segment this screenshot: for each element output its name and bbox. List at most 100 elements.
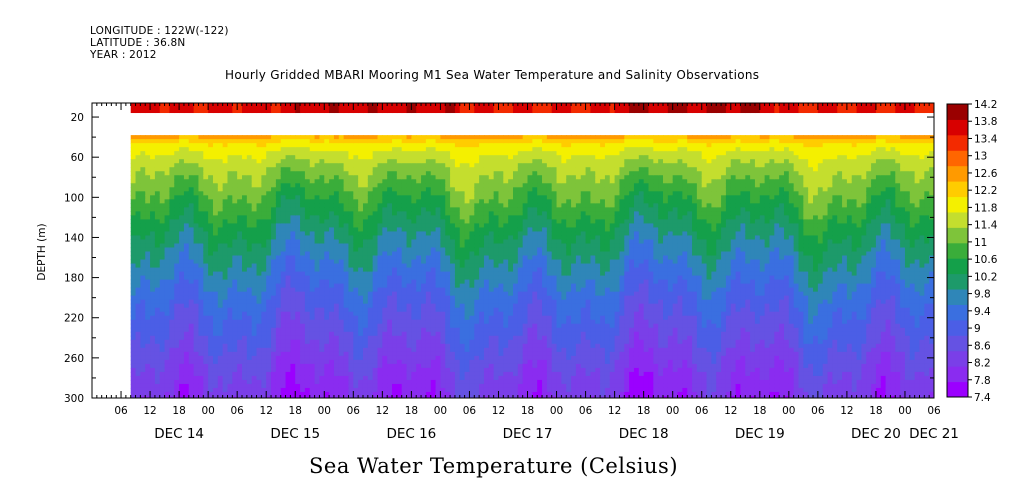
heatmap-cell	[401, 275, 408, 281]
heatmap-cell	[198, 259, 204, 265]
surface-cell	[159, 103, 166, 114]
heatmap-cell	[392, 291, 398, 297]
heatmap-cell	[309, 271, 316, 277]
heatmap-cell	[295, 323, 301, 329]
heatmap-cell	[338, 315, 345, 321]
heatmap-cell	[266, 287, 272, 293]
heatmap-cell	[377, 391, 383, 397]
heatmap-cell	[309, 135, 316, 140]
heatmap-cell	[212, 351, 219, 357]
heatmap-cell	[421, 203, 427, 208]
heatmap-cell	[242, 147, 248, 152]
heatmap-cell	[372, 247, 379, 253]
heatmap-cell	[251, 207, 258, 212]
heatmap-cell	[343, 359, 350, 365]
heatmap-cell	[348, 355, 354, 361]
heatmap-cell	[440, 135, 446, 140]
heatmap-cell	[358, 291, 364, 297]
heatmap-cell	[479, 163, 485, 168]
heatmap-cell	[353, 151, 359, 156]
heatmap-cell	[304, 347, 311, 353]
heatmap-cell	[338, 263, 345, 269]
heatmap-cell	[300, 295, 306, 301]
heatmap-cell	[435, 255, 442, 261]
heatmap-cell	[150, 263, 156, 269]
heatmap-cell	[212, 139, 219, 144]
heatmap-cell	[183, 239, 190, 245]
heatmap-cell	[372, 179, 379, 184]
heatmap-cell	[246, 379, 253, 385]
heatmap-cell	[314, 283, 321, 289]
heatmap-cell	[319, 175, 325, 180]
heatmap-cell	[266, 187, 272, 192]
heatmap-cell	[324, 187, 330, 192]
heatmap-cell	[174, 323, 180, 329]
surface-cell	[503, 103, 509, 114]
heatmap-cell	[275, 247, 282, 253]
heatmap-cell	[232, 135, 238, 140]
heatmap-cell	[377, 259, 383, 265]
heatmap-cell	[319, 303, 325, 309]
heatmap-cell	[474, 243, 480, 249]
heatmap-cell	[135, 251, 141, 257]
heatmap-cell	[450, 211, 456, 216]
heatmap-cell	[130, 319, 137, 325]
heatmap-cell	[130, 327, 137, 333]
heatmap-cell	[169, 267, 175, 273]
heatmap-cell	[479, 167, 485, 172]
heatmap-cell	[159, 339, 166, 345]
heatmap-cell	[392, 371, 398, 377]
heatmap-cell	[464, 251, 471, 257]
heatmap-cell	[450, 371, 456, 377]
heatmap-cell	[227, 335, 233, 341]
heatmap-cell	[198, 367, 204, 373]
heatmap-cell	[440, 367, 446, 373]
heatmap-cell	[396, 267, 403, 273]
heatmap-cell	[130, 343, 137, 349]
heatmap-cell	[440, 283, 446, 289]
heatmap-cell	[174, 167, 180, 172]
heatmap-cell	[353, 159, 359, 164]
heatmap-cell	[179, 135, 185, 140]
heatmap-cell	[135, 263, 141, 269]
heatmap-cell	[179, 263, 185, 269]
heatmap-cell	[145, 247, 151, 253]
heatmap-cell	[440, 387, 446, 393]
heatmap-cell	[343, 311, 350, 317]
surface-cell	[672, 103, 679, 114]
heatmap-cell	[450, 147, 456, 152]
heatmap-cell	[416, 227, 422, 233]
heatmap-cell	[469, 171, 475, 176]
heatmap-cell	[309, 335, 316, 341]
heatmap-cell	[329, 315, 335, 321]
heatmap-cell	[232, 307, 238, 313]
heatmap-cell	[275, 179, 282, 184]
heatmap-cell	[392, 363, 398, 369]
heatmap-cell	[416, 335, 422, 341]
heatmap-cell	[377, 147, 383, 152]
heatmap-cell	[261, 367, 267, 373]
heatmap-cell	[416, 371, 422, 377]
heatmap-cell	[290, 179, 296, 184]
heatmap-cell	[367, 267, 374, 273]
heatmap-cell	[358, 395, 364, 398]
heatmap-cell	[358, 183, 364, 188]
heatmap-cell	[377, 299, 383, 305]
heatmap-cell	[246, 247, 253, 253]
heatmap-cell	[401, 207, 408, 212]
heatmap-cell	[154, 179, 161, 184]
heatmap-cell	[314, 215, 321, 220]
heatmap-cell	[377, 351, 383, 357]
heatmap-cell	[358, 307, 364, 313]
heatmap-cell	[348, 175, 354, 180]
heatmap-cell	[353, 163, 359, 168]
heatmap-cell	[396, 307, 403, 313]
heatmap-cell	[329, 371, 335, 377]
heatmap-cell	[193, 315, 200, 321]
heatmap-cell	[421, 283, 427, 289]
heatmap-cell	[222, 331, 229, 337]
heatmap-cell	[396, 279, 403, 285]
heatmap-cell	[217, 279, 224, 285]
heatmap-cell	[203, 307, 209, 313]
heatmap-cell	[246, 179, 253, 184]
